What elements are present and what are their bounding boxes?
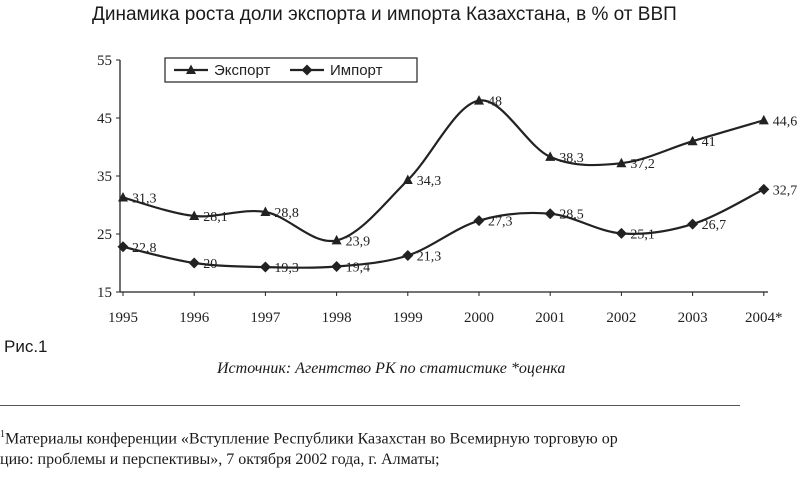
x-tick-label: 1995 [108,310,138,326]
data-point [687,218,699,230]
data-point [687,135,698,146]
series-line [122,99,765,243]
footnote-divider [0,405,740,406]
footnote-text-1: Материалы конференции «Вступление Респуб… [5,430,618,448]
data-point [473,215,485,227]
data-point [402,174,413,185]
data-point [402,249,414,261]
series-export: 31,3 28,1 28,8 23,9 34,3 48 38,3 37,2 41 44,6 [118,95,798,249]
data-point [758,114,769,125]
x-tick-label: 1997 [250,310,281,326]
data-label: 38,3 [559,151,584,166]
y-tick-label: 25 [97,227,112,243]
legend-label-export: Экспорт [214,62,270,79]
data-label: 25,1 [630,227,655,242]
data-label: 22,8 [132,241,157,256]
data-point [259,261,271,273]
legend-marker [301,64,313,76]
data-label: 41 [702,135,716,150]
data-label: 21,3 [417,249,442,264]
x-tick-label: 2002 [606,310,636,326]
x-tick-label: 1998 [322,310,352,326]
data-point [616,157,627,168]
series-line [122,188,765,269]
legend-label-import: Импорт [330,62,383,79]
x-tick-label: 2001 [535,310,565,326]
data-label: 19,4 [346,260,371,275]
data-label: 44,6 [773,114,798,129]
data-point [615,227,627,239]
data-label: 20 [203,257,217,272]
chart-title: Динамика роста доли экспорта и импорта К… [92,4,677,25]
data-point [118,191,128,202]
data-label: 37,2 [630,157,655,172]
data-label: 28,5 [559,208,584,223]
y-tick-label: 45 [97,111,112,127]
data-point [474,95,484,105]
legend-marker [186,64,196,74]
data-point [544,208,556,220]
data-point [545,151,556,161]
data-label: 31,3 [132,191,157,206]
data-label: 34,3 [417,174,442,189]
footnote-line-2: цию: проблемы и перспективы», 7 октября … [0,451,440,468]
data-label: 32,7 [773,183,798,198]
data-label: 26,7 [702,218,727,233]
data-point [758,183,770,195]
y-tick-label: 55 [97,53,112,69]
legend: Экспорт Импорт [164,57,418,83]
data-point [189,210,200,221]
source-note: Источник: Агентство РК по статистике *оц… [217,360,566,377]
x-tick-label: 2000 [464,310,494,326]
y-tick-label: 15 [97,285,112,301]
data-label: 28,8 [274,206,299,221]
footnote-line-1: 1Материалы конференции «Вступление Респу… [0,429,618,448]
data-point [188,257,200,269]
data-label: 19,3 [274,261,299,276]
line-chart: 15 25 35 45 55 1995 1996 1997 1998 1999 2000 2001 20… [97,53,798,326]
x-tick-label: 1996 [179,310,210,326]
data-label: 28,1 [203,210,228,225]
figure-label: Рис.1 [4,337,48,356]
footnote-mark: 1 [0,429,5,440]
series-import: 22,8 20 19,3 19,4 21,3 27,3 28,5 25,1 26,7 32,7 [117,183,798,276]
data-label: 48 [488,95,502,110]
data-point [331,260,343,272]
data-point [331,234,342,245]
x-tick-label: 1999 [393,310,423,326]
data-label: 27,3 [488,215,513,230]
y-tick-label: 35 [97,169,112,185]
x-tick-label: 2004* [745,310,783,326]
data-label: 23,9 [346,234,371,249]
x-tick-label: 2003 [678,310,708,326]
data-point [260,206,271,216]
data-point [117,241,129,253]
